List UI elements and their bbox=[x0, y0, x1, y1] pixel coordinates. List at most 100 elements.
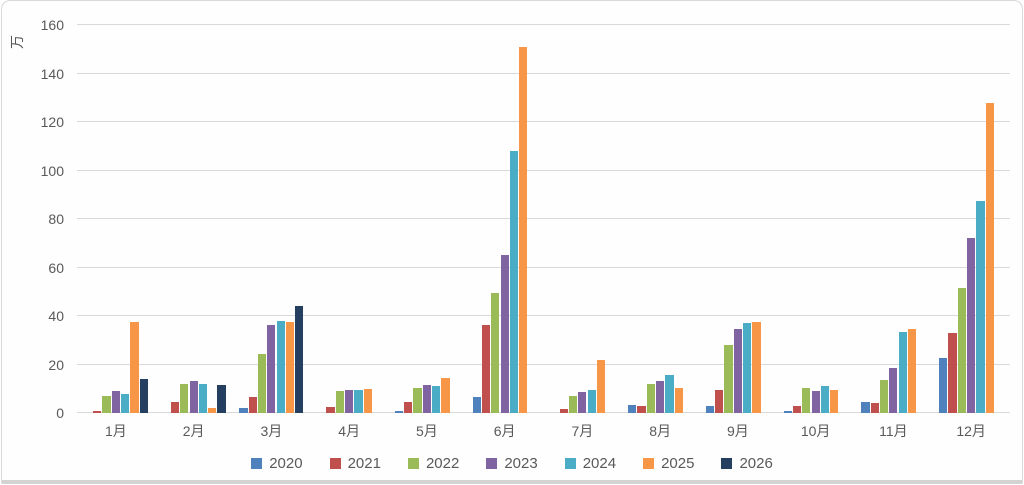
bar-2021-8月 bbox=[637, 405, 646, 413]
legend-marker-2024 bbox=[564, 458, 576, 469]
y-tick-label-120: 120 bbox=[40, 114, 64, 130]
x-tick-label-8月: 8月 bbox=[649, 423, 672, 439]
y-tick-label-0: 0 bbox=[56, 405, 64, 421]
bar-slot-2021-1月 bbox=[93, 25, 102, 413]
bar-slot-2024-6月 bbox=[509, 25, 518, 413]
bar-2022-2月 bbox=[180, 383, 189, 413]
bar-slot-2023-4月 bbox=[344, 25, 354, 413]
bar-slot-2025-4月 bbox=[363, 25, 372, 413]
bar-slot-2022-11月 bbox=[879, 25, 889, 413]
bar-2024-6月 bbox=[509, 151, 518, 413]
bar-2024-12月 bbox=[976, 200, 985, 413]
bar-slot-2021-9月 bbox=[715, 25, 724, 413]
bar-slot-2023-12月 bbox=[966, 25, 976, 413]
bar-slot-2021-7月 bbox=[559, 25, 568, 413]
bar-slot-2023-5月 bbox=[422, 25, 431, 413]
bar-slot-2026-1月 bbox=[139, 25, 148, 413]
bar-2021-3月 bbox=[248, 397, 257, 413]
bar-2025-3月 bbox=[285, 322, 295, 413]
bar-slot-2024-5月 bbox=[432, 25, 441, 413]
x-tick-label-12月: 12月 bbox=[956, 423, 986, 439]
bar-2021-11月 bbox=[870, 403, 879, 413]
bar-slot-2026-12月 bbox=[994, 25, 1003, 413]
bar-2024-1月 bbox=[121, 393, 130, 413]
bar-2024-8月 bbox=[665, 375, 674, 413]
legend-label-2022: 2022 bbox=[425, 455, 460, 472]
y-tick-label-40: 40 bbox=[48, 308, 64, 324]
y-tick-label-80: 80 bbox=[48, 211, 64, 227]
bar-2022-7月 bbox=[568, 396, 578, 413]
bar-slot-2025-3月 bbox=[285, 25, 295, 413]
x-tick-label-4月: 4月 bbox=[338, 423, 361, 439]
bar-2024-11月 bbox=[898, 331, 907, 413]
bar-slot-2020-11月 bbox=[861, 25, 870, 413]
bar-slot-2020-12月 bbox=[939, 25, 948, 413]
bar-slot-2026-2月 bbox=[217, 25, 226, 413]
bar-slot-2022-1月 bbox=[102, 25, 111, 413]
bar-2025-2月 bbox=[208, 408, 217, 413]
bar-slot-2022-10月 bbox=[802, 25, 811, 413]
bar-slot-2024-12月 bbox=[976, 25, 985, 413]
bar-slot-2023-7月 bbox=[578, 25, 587, 413]
bar-2023-4月 bbox=[345, 389, 354, 413]
bar-slot-2023-2月 bbox=[189, 25, 198, 413]
bar-group-9月 bbox=[699, 25, 777, 413]
bar-slot-2020-7月 bbox=[550, 25, 559, 413]
bar-2023-7月 bbox=[578, 392, 587, 413]
bar-2023-10月 bbox=[811, 391, 820, 413]
bar-2023-3月 bbox=[267, 324, 276, 413]
bar-2025-11月 bbox=[907, 329, 917, 413]
bar-group-4月 bbox=[310, 25, 388, 413]
gridline-120 bbox=[77, 121, 1010, 122]
bar-slot-2023-1月 bbox=[111, 25, 120, 413]
bar-group-8月 bbox=[621, 25, 699, 413]
bar-group-10月 bbox=[777, 25, 855, 413]
y-tick-label-140: 140 bbox=[40, 65, 64, 82]
legend-label-2025: 2025 bbox=[661, 455, 695, 472]
bar-slot-2020-10月 bbox=[783, 25, 792, 413]
bar-group-6月 bbox=[466, 25, 544, 413]
bar-2026-3月 bbox=[295, 306, 304, 413]
x-tick-label-1月: 1月 bbox=[104, 423, 127, 439]
plot-area bbox=[77, 24, 1010, 413]
bar-slot-2022-9月 bbox=[724, 25, 733, 413]
legend-item-2023: 2023 bbox=[486, 455, 538, 472]
bar-slot-2020-9月 bbox=[705, 25, 715, 413]
bar-slot-2021-5月 bbox=[404, 25, 413, 413]
bar-slot-2025-1月 bbox=[130, 25, 139, 413]
bar-2022-12月 bbox=[957, 288, 966, 413]
bar-2024-5月 bbox=[432, 386, 441, 413]
bar-2021-7月 bbox=[559, 409, 568, 413]
bar-2022-4月 bbox=[335, 391, 344, 413]
bar-slot-2020-4月 bbox=[317, 25, 326, 413]
bar-2020-5月 bbox=[394, 410, 404, 413]
bar-2023-11月 bbox=[889, 368, 898, 413]
gridline-60 bbox=[77, 266, 1010, 268]
gridline-20 bbox=[77, 363, 1010, 365]
bar-group-5月 bbox=[388, 25, 466, 413]
legend-label-2021: 2021 bbox=[347, 455, 381, 472]
bar-slot-2020-1月 bbox=[83, 25, 92, 413]
bar-slot-2026-6月 bbox=[528, 25, 537, 413]
bar-slot-2023-10月 bbox=[811, 25, 820, 413]
bar-2023-2月 bbox=[189, 381, 198, 413]
x-tick-label-5月: 5月 bbox=[415, 423, 438, 439]
legend-marker-2025 bbox=[643, 458, 655, 469]
bar-slot-2021-10月 bbox=[792, 25, 802, 413]
bar-2022-10月 bbox=[802, 387, 811, 413]
bar-slot-2021-4月 bbox=[326, 25, 335, 413]
bar-slot-2023-11月 bbox=[889, 25, 898, 413]
bar-slot-2023-8月 bbox=[655, 25, 665, 413]
bar-2022-9月 bbox=[724, 345, 733, 413]
bar-slot-2022-12月 bbox=[957, 25, 966, 413]
bar-slot-2021-8月 bbox=[637, 25, 646, 413]
bar-2024-2月 bbox=[198, 383, 207, 413]
x-tick-label-9月: 9月 bbox=[726, 423, 749, 439]
bar-slot-2025-12月 bbox=[985, 25, 994, 413]
bar-2021-9月 bbox=[715, 389, 724, 413]
bar-slot-2022-3月 bbox=[257, 25, 267, 413]
bar-slot-2024-4月 bbox=[354, 25, 363, 413]
gridline-80 bbox=[77, 218, 1010, 219]
bar-slot-2024-7月 bbox=[587, 25, 596, 413]
